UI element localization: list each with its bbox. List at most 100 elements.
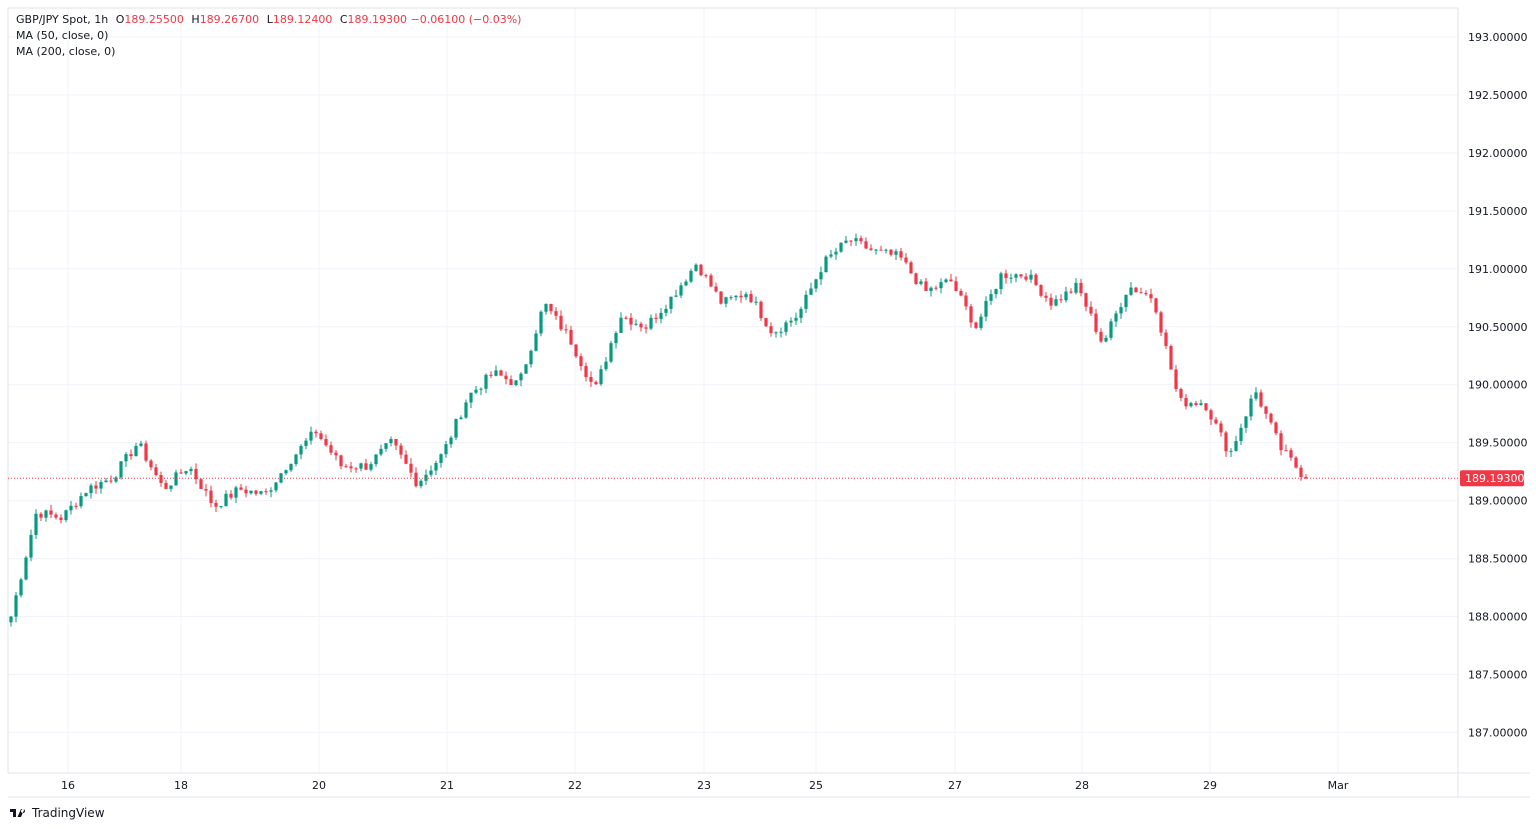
candle [679,282,683,299]
candle-body [269,490,273,492]
candle [249,490,253,495]
candle [1129,281,1133,296]
candle-body [294,454,298,464]
legend-ma200[interactable]: MA (200, close, 0) [16,45,116,58]
candle [1139,287,1143,294]
legend-low-label: L [266,13,273,26]
candle-body [399,445,403,455]
candle-body [1119,307,1123,314]
candle-body [479,388,483,390]
candle-body [1069,291,1073,293]
y-tick-label: 192.00000 [1468,147,1528,160]
candle [724,296,728,308]
legend-ma50[interactable]: MA (50, close, 0) [16,29,109,42]
candle-body [1229,450,1233,452]
candle-body [1009,277,1013,279]
legend-low-value: 189.12400 [272,13,333,26]
candle [29,529,33,562]
candle-body [674,295,678,297]
candle-body [259,491,263,494]
candle-body [529,350,533,365]
candle [384,442,388,452]
candle [784,320,788,336]
candle-body [274,482,278,491]
candle [359,462,363,472]
candle-body [704,275,708,277]
candle [1159,310,1163,337]
candle [64,509,68,523]
candle [949,273,953,282]
candle-body [719,291,723,304]
candle-body [19,579,23,596]
axis-layer: 187.00000 187.50000 188.00000 188.50000 189.… [7,7,1530,798]
candle [719,291,723,305]
candle [544,303,548,315]
y-tick-label: 189.00000 [1468,495,1528,508]
candle-body [744,294,748,298]
candle [929,286,933,297]
candle [799,306,803,323]
candle-body [229,493,233,498]
candle [49,504,53,519]
candle [124,452,128,467]
candle [1149,288,1153,303]
y-tick-label: 191.50000 [1468,205,1528,218]
candle-body [209,490,213,503]
candle [1134,286,1138,293]
candle [499,369,503,376]
candle [224,490,228,507]
candle-body [784,322,788,332]
candle [939,278,943,294]
candle-body [89,485,93,494]
candle [104,478,108,483]
candle-body [699,264,703,276]
candle [94,481,98,494]
x-tick-label: 18 [174,779,188,792]
candle-body [1169,346,1173,370]
candle-body [74,505,78,507]
candle [479,387,483,396]
candle [1219,420,1223,437]
candle-body [919,281,923,284]
candle [564,324,568,334]
candle-body [389,439,393,444]
candle-body [1159,312,1163,333]
candle [579,353,583,371]
candle [74,502,78,510]
tradingview-brand[interactable]: TradingView [10,806,105,820]
candle-body [459,417,463,420]
candle [644,324,648,334]
candle [134,442,138,457]
candle [519,371,523,387]
candle [639,321,643,332]
candle-body [534,333,538,351]
candle-body [494,370,498,376]
candle-body [344,466,348,468]
candle [9,615,13,627]
candle-body [284,470,288,474]
candle [574,343,578,359]
y-tick-label: 193.00000 [1468,31,1528,44]
candle [164,480,168,490]
candle-body [114,477,118,482]
candle [664,304,668,317]
candle [584,362,588,382]
candle [339,454,343,470]
x-tick-label: 28 [1075,779,1089,792]
candle-body [379,448,383,455]
candle [589,371,593,388]
candle [404,450,408,465]
candle-body [1074,282,1078,293]
candle [1089,301,1093,316]
candle [549,303,553,315]
candle-body [684,281,688,286]
candle-body [549,303,553,312]
candle-body [164,482,168,489]
candle-body [944,279,948,283]
candle-body [884,249,888,251]
candle [654,313,658,324]
candle [44,509,48,522]
candle [994,288,998,299]
